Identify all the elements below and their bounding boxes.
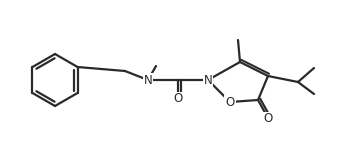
Text: O: O <box>225 96 235 109</box>
Text: N: N <box>144 74 153 87</box>
Text: O: O <box>173 93 183 105</box>
Text: N: N <box>203 74 212 87</box>
Text: O: O <box>263 112 273 126</box>
